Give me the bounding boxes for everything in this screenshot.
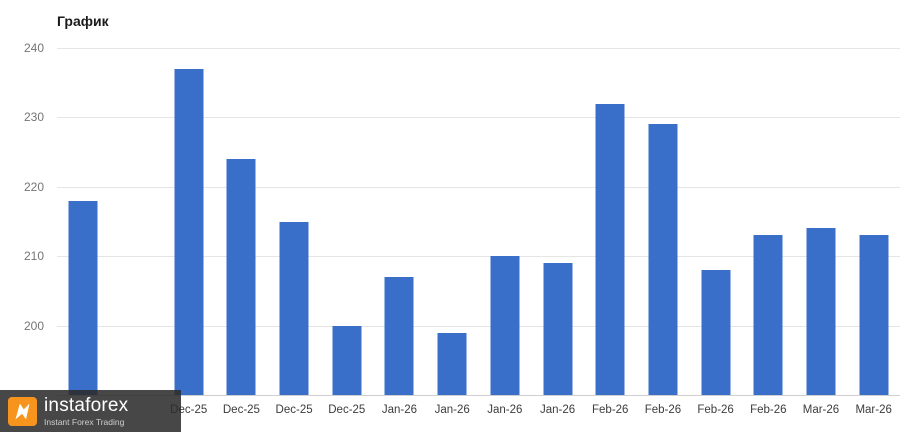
x-axis-label: Jan-26 <box>539 404 576 416</box>
x-axis-label: Feb-26 <box>644 404 682 416</box>
y-axis-label: 240 <box>23 41 44 55</box>
x-axis-label: Jan-26 <box>381 404 418 416</box>
gridline <box>57 186 900 188</box>
gridline <box>57 325 900 327</box>
bar <box>279 221 309 395</box>
watermark-text: instaforex Instant Forex Trading <box>44 396 128 427</box>
bar <box>490 256 520 395</box>
gridline <box>57 256 900 258</box>
bar <box>384 277 414 395</box>
bar <box>701 270 731 395</box>
bar <box>68 200 98 395</box>
brand-name: instaforex <box>44 394 129 416</box>
x-axis: Dec-25 Dec-25 Dec-25 Dec-25 Jan-26 Jan-26 Jan-… <box>57 400 900 424</box>
bar <box>753 235 783 395</box>
bar <box>595 103 625 395</box>
gridline <box>57 117 900 119</box>
plot-area <box>57 48 900 396</box>
x-axis-label: Jan-26 <box>487 404 523 416</box>
x-axis-label: Dec-25 <box>222 404 260 416</box>
bar <box>543 263 573 395</box>
x-axis-label: Jan-26 <box>434 404 470 416</box>
gridline <box>57 48 900 49</box>
y-axis-label: 200 <box>23 318 44 333</box>
y-axis: 240 230 220 210 200 <box>0 41 50 395</box>
x-axis-label: Feb-26 <box>592 404 629 416</box>
x-axis-label: Feb-26 <box>750 404 787 416</box>
bar <box>332 325 362 395</box>
x-axis-label: Mar-26 <box>855 404 892 416</box>
bar <box>859 235 889 395</box>
bar <box>226 159 256 395</box>
instaforex-logo-icon <box>8 396 37 426</box>
bar <box>806 228 836 395</box>
chart-title: График <box>57 13 109 29</box>
watermark: instaforex Instant Forex Trading <box>0 390 181 432</box>
y-axis-label: 220 <box>23 179 44 194</box>
x-axis-label: Dec-25 <box>275 404 313 416</box>
bar <box>174 68 204 395</box>
x-axis-label: Dec-25 <box>328 404 366 416</box>
x-axis-label: Mar-26 <box>802 404 840 416</box>
x-axis-label: Feb-26 <box>697 404 734 416</box>
brand-tagline: Instant Forex Trading <box>44 416 125 427</box>
y-axis-label: 210 <box>23 249 44 264</box>
y-axis-label: 230 <box>23 110 44 125</box>
bar <box>437 332 467 395</box>
bar <box>648 124 678 395</box>
